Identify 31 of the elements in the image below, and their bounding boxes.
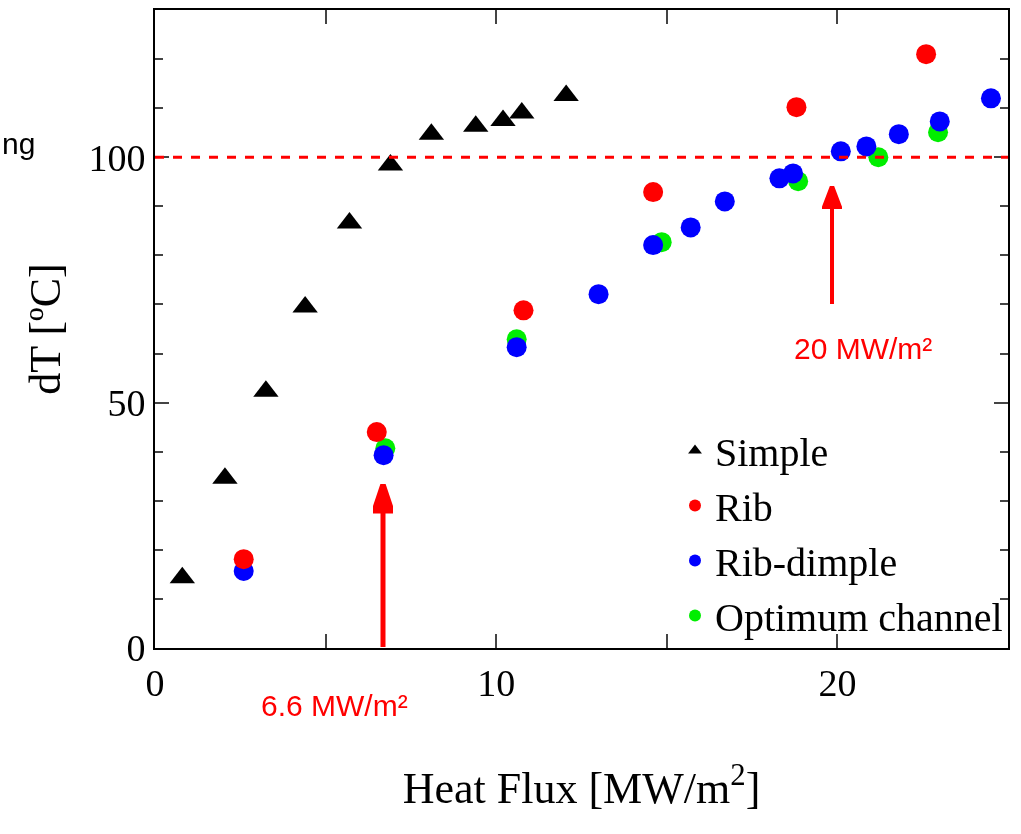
- legend-label: Simple: [715, 430, 829, 476]
- x-axis-title: Heat Flux [MW/m$^{2}$]: [402, 757, 761, 814]
- point: [373, 445, 394, 466]
- x-tick-label: 10: [477, 661, 516, 704]
- point: [786, 97, 807, 118]
- annotation: 20 MW/m²: [794, 332, 933, 365]
- legend-label: Rib: [715, 485, 773, 531]
- legend-label: Rib-dimple: [715, 540, 898, 586]
- point: [714, 191, 735, 212]
- x-tick-label: 20: [818, 661, 857, 704]
- point: [643, 182, 664, 203]
- point: [233, 549, 254, 570]
- point: [888, 124, 909, 145]
- point: [929, 111, 950, 132]
- y-tick-label: 0: [126, 627, 146, 670]
- point: [856, 136, 877, 157]
- point: [980, 88, 1001, 109]
- y-tick-label: 100: [88, 136, 146, 179]
- legend-label: Optimum channel: [715, 595, 1003, 641]
- text: ng: [2, 127, 36, 160]
- point: [783, 163, 804, 184]
- point: [588, 284, 609, 305]
- point: [643, 235, 664, 256]
- point: [680, 217, 701, 238]
- point: [916, 44, 937, 65]
- y-tick-label: 50: [107, 381, 146, 424]
- text: 6.6 MW/m²: [261, 689, 408, 722]
- point: [513, 300, 534, 321]
- point: [366, 422, 387, 443]
- point: [506, 337, 527, 358]
- y-axis-title: dT [ºC]: [21, 263, 70, 395]
